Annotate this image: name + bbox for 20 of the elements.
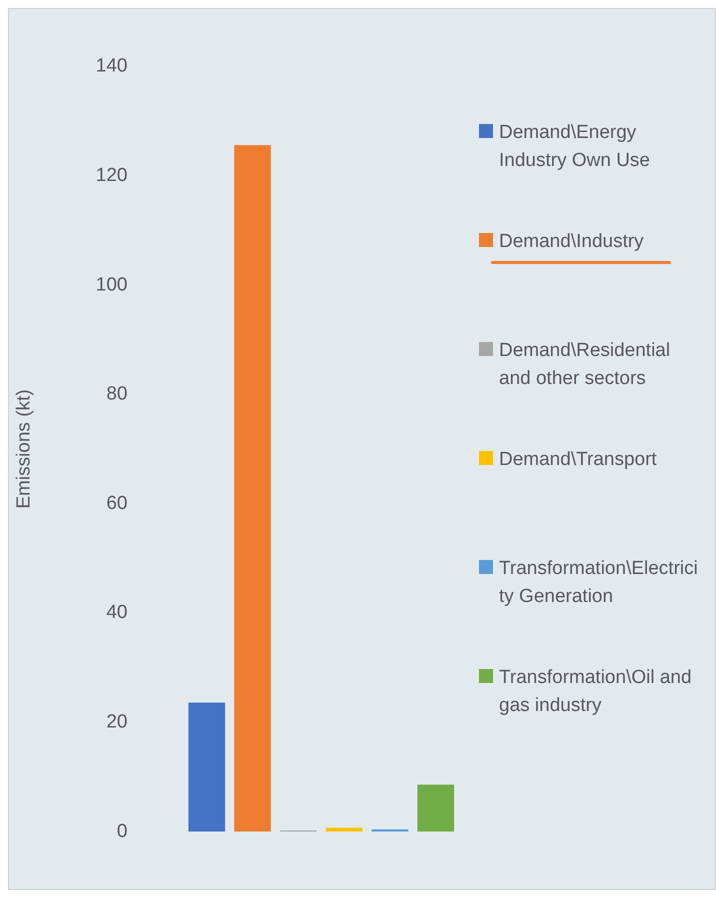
y-tick-label: 60 — [106, 492, 128, 514]
legend-label: Transformation\Electricity Generation — [499, 557, 699, 609]
legend-label: Demand\Residential and other sectors — [499, 339, 672, 391]
legend-label: Transformation\Oil and gas industry — [499, 666, 693, 718]
bar — [234, 145, 271, 832]
y-tick-label: 80 — [106, 384, 128, 405]
y-tick-label: 40 — [106, 602, 128, 624]
bar — [372, 829, 408, 832]
y-tick-label: 140 — [96, 56, 128, 77]
legend-label: Demand\Transport — [499, 448, 657, 472]
y-tick-label: 0 — [116, 820, 128, 842]
y-tick-label: 20 — [106, 712, 128, 733]
y-axis-title: Emissions (kt) — [14, 389, 35, 509]
legend-label: Demand\Industry — [499, 230, 644, 254]
bar — [188, 702, 226, 832]
y-tick-label: 120 — [96, 164, 128, 186]
bar — [417, 784, 454, 832]
bar — [326, 828, 362, 832]
y-tick-label: 100 — [96, 274, 128, 296]
legend-label: Demand\Energy Industry Own Use — [499, 121, 651, 173]
